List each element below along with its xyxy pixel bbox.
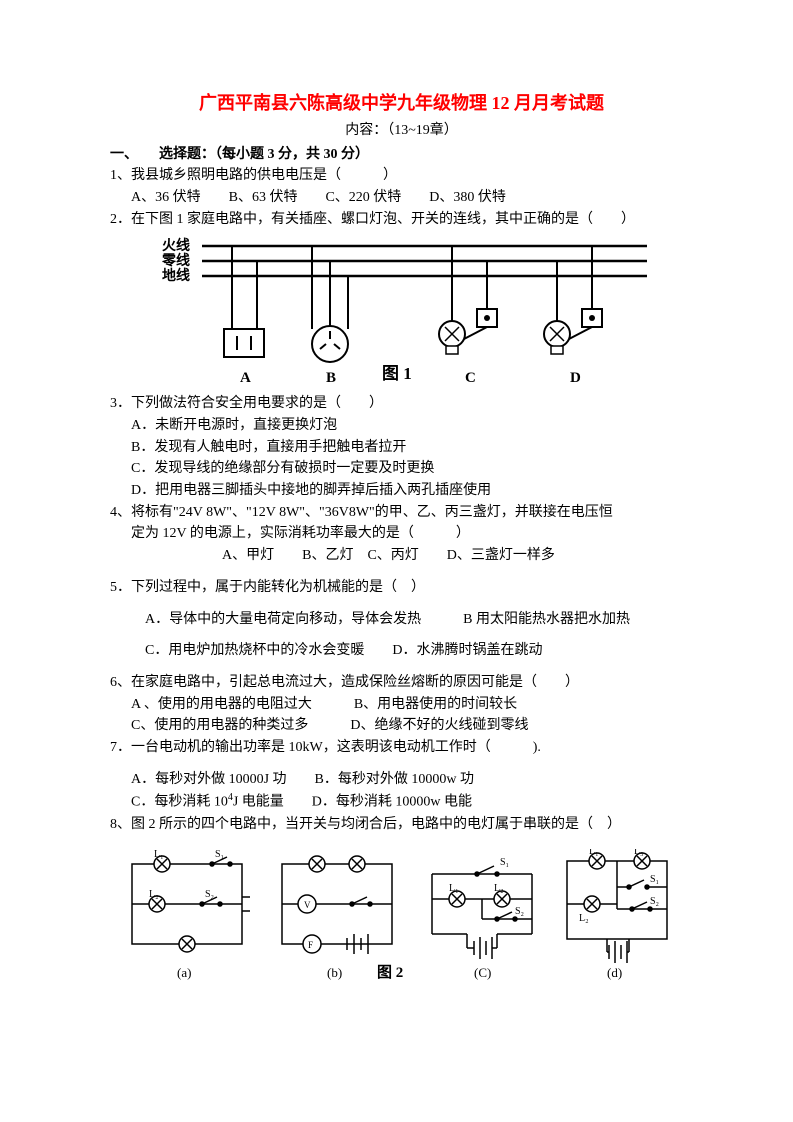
svg-text:S₂: S₂: [205, 889, 214, 900]
wire-label-ground: 地线: [162, 267, 190, 284]
circuit-diagram-2: L₁ S₁ L₂ S₂ (a): [122, 849, 682, 989]
circuit-d: L₁ L₃ L₂ S₁ S₂: [567, 849, 667, 980]
options-ab: A．导体中的大量电荷定向移动，导体会发热 B 用太阳能热水器把水加热: [110, 609, 693, 631]
figure-2-label: 图 2: [377, 964, 403, 981]
options-ab: A．每秒对外做 10000J 功 B．每秒对外做 10000w 功: [110, 769, 693, 791]
wire-label-neutral: 零线: [161, 252, 190, 269]
option-c: C．发现导线的绝缘部分有破损时一定要及时更换: [110, 458, 693, 480]
device-B: B: [312, 246, 348, 386]
svg-text:S₁: S₁: [650, 874, 659, 885]
svg-text:L₁: L₁: [154, 849, 164, 860]
question-3: 3．下列做法符合安全用电要求的是（ ） A．未断开电源时，直接更换灯泡 B．发现…: [110, 393, 693, 501]
svg-text:L₃: L₃: [634, 849, 644, 857]
svg-text:A: A: [240, 370, 251, 386]
page-subtitle: 内容：（13~19章）: [110, 120, 693, 142]
question-4: 4、将标有"24V 8W"、"12V 8W"、"36V8W"的甲、乙、丙三盏灯，…: [110, 502, 693, 567]
device-A: A: [224, 246, 264, 386]
device-C: C: [439, 246, 497, 386]
wire-label-live: 火线: [162, 237, 190, 254]
svg-text:L₁: L₁: [449, 883, 459, 894]
options-cd: C．每秒消耗 104J 电能量 D．每秒消耗 10000w 电能: [110, 790, 693, 813]
device-D: D: [544, 246, 602, 386]
question-stem: 6、在家庭电路中，引起总电流过大，造成保险丝熔断的原因可能是（ ）: [110, 672, 693, 694]
opt-c-pre: C．每秒消耗 10: [131, 795, 228, 810]
circuit-c: S₁ L₁ L₂ S₂ (C): [432, 857, 532, 980]
options-cd: C、使用的用电器的种类过多 D、绝缘不好的火线碰到零线: [110, 715, 693, 737]
options-ab: A 、使用的用电器的电阻过大 B、用电器使用的时间较长: [110, 694, 693, 716]
exam-page: 广西平南县六陈高级中学九年级物理 12 月月考试题 内容：（13~19章） 一、…: [0, 0, 793, 989]
circuit-diagram-1: 火线 零线 地线 A: [152, 234, 652, 389]
section-heading: 一、 选择题：（每小题 3 分，共 30 分）: [110, 144, 693, 166]
question-7: 7．一台电动机的输出功率是 10kW，这表明该电动机工作时（ ). A．每秒对外…: [110, 737, 693, 814]
question-stem: 3．下列做法符合安全用电要求的是（ ）: [110, 393, 693, 415]
question-stem: 7．一台电动机的输出功率是 10kW，这表明该电动机工作时（ ).: [110, 737, 693, 759]
opt-c-post: J 电能量 D．每秒消耗 10000w 电能: [233, 795, 472, 810]
circuit-a: L₁ S₁ L₂ S₂ (a): [132, 849, 250, 980]
question-stem: 2．在下图 1 家庭电路中，有关插座、螺口灯泡、开关的连线，其中正确的是（ ）: [110, 209, 693, 231]
svg-text:(d): (d): [607, 965, 622, 980]
svg-text:(C): (C): [474, 965, 491, 980]
question-options: A、36 伏特 B、63 伏特 C、220 伏特 D、380 伏特: [110, 187, 693, 209]
figure-1-label: 图 1: [382, 364, 412, 383]
question-stem: 5．下列过程中，属于内能转化为机械能的是（ ）: [110, 577, 693, 599]
circuit-b: V F (b): [282, 856, 392, 980]
svg-text:L₁: L₁: [589, 849, 599, 857]
question-options: A、甲灯 B、乙灯 C、丙灯 D、三盏灯一样多: [110, 545, 693, 567]
svg-text:S₁: S₁: [500, 857, 509, 868]
question-6: 6、在家庭电路中，引起总电流过大，造成保险丝熔断的原因可能是（ ） A 、使用的…: [110, 672, 693, 737]
question-stem: 8、图 2 所示的四个电路中，当开关与均闭合后，电路中的电灯属于串联的是（ ）: [110, 814, 693, 836]
svg-text:L₂: L₂: [579, 913, 589, 924]
svg-text:C: C: [465, 370, 476, 386]
question-8: 8、图 2 所示的四个电路中，当开关与均闭合后，电路中的电灯属于串联的是（ ）: [110, 814, 693, 836]
question-1: 1、我县城乡照明电路的供电电压是（ ） A、36 伏特 B、63 伏特 C、22…: [110, 165, 693, 208]
svg-text:(a): (a): [177, 965, 191, 980]
question-2: 2．在下图 1 家庭电路中，有关插座、螺口灯泡、开关的连线，其中正确的是（ ）: [110, 209, 693, 231]
svg-text:L₂: L₂: [149, 889, 159, 900]
question-stem-cont: 定为 12V 的电源上，实际消耗功率最大的是（ ）: [110, 523, 693, 545]
svg-text:S₂: S₂: [650, 896, 659, 907]
figure-1: 火线 零线 地线 A: [110, 234, 693, 389]
option-b: B．发现有人触电时，直接用手把触电者拉开: [110, 437, 693, 459]
question-5: 5．下列过程中，属于内能转化为机械能的是（ ） A．导体中的大量电荷定向移动，导…: [110, 577, 693, 662]
svg-text:D: D: [570, 370, 581, 386]
svg-text:S₁: S₁: [215, 849, 224, 860]
question-stem: 1、我县城乡照明电路的供电电压是（ ）: [110, 165, 693, 187]
svg-text:S₂: S₂: [515, 906, 524, 917]
page-title: 广西平南县六陈高级中学九年级物理 12 月月考试题: [110, 90, 693, 118]
svg-text:F: F: [308, 940, 313, 950]
option-a: A．未断开电源时，直接更换灯泡: [110, 415, 693, 437]
options-cd: C．用电炉加热烧杯中的冷水会变暖 D．水沸腾时锅盖在跳动: [110, 640, 693, 662]
svg-text:V: V: [304, 900, 311, 910]
svg-text:B: B: [326, 370, 336, 386]
question-stem: 4、将标有"24V 8W"、"12V 8W"、"36V8W"的甲、乙、丙三盏灯，…: [110, 502, 693, 524]
svg-text:L₂: L₂: [494, 883, 504, 894]
figure-2: L₁ S₁ L₂ S₂ (a): [110, 849, 693, 989]
option-d: D．把用电器三脚插头中接地的脚弄掉后插入两孔插座使用: [110, 480, 693, 502]
svg-text:(b): (b): [327, 965, 342, 980]
